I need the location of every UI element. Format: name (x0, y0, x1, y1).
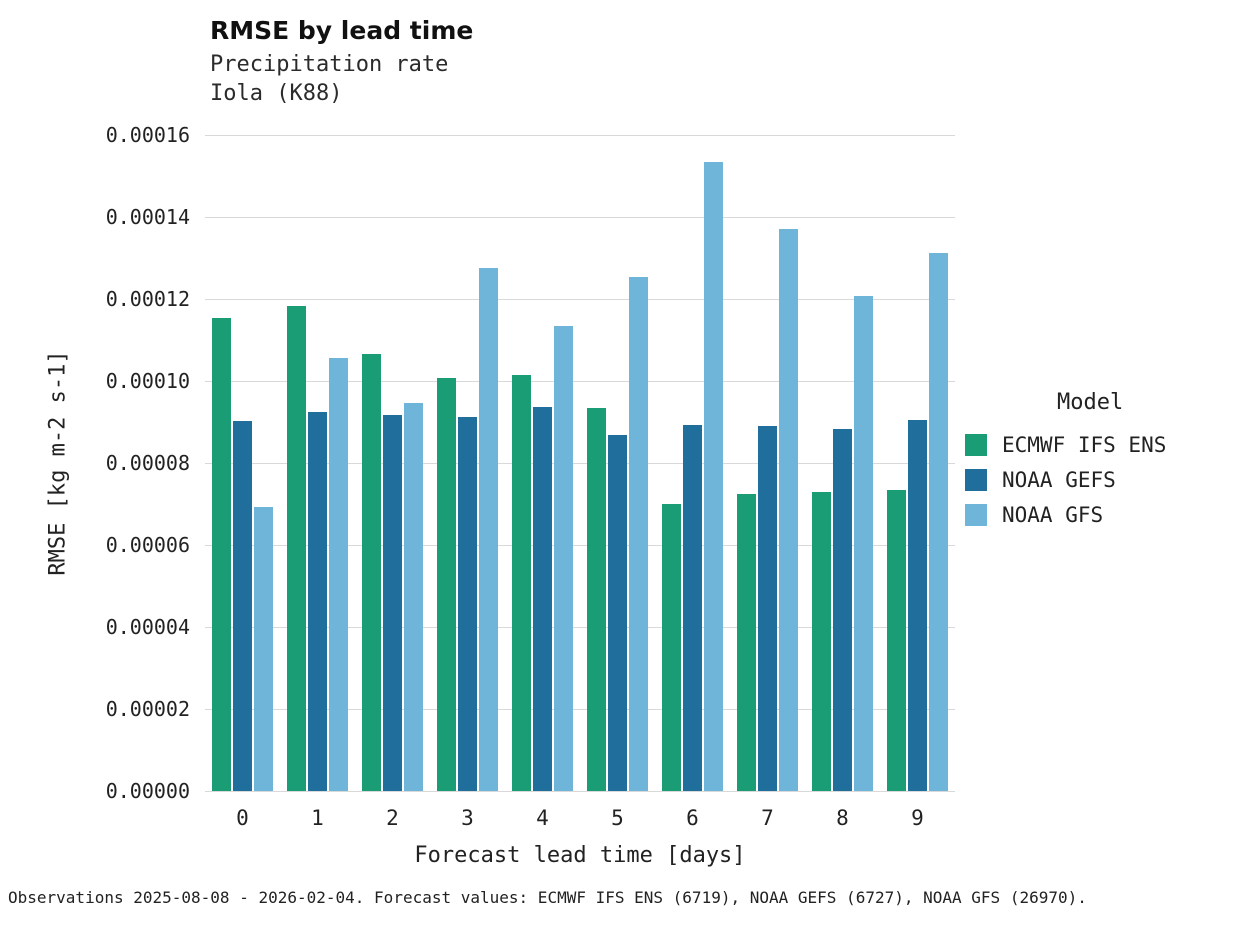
y-tick-label: 0.00008 (105, 451, 190, 475)
bar-noaa-gefs (683, 424, 702, 791)
bar-ecmwf-ifs-ens (512, 374, 531, 791)
plot-area (205, 134, 955, 792)
bar-group-lead-4 (505, 135, 580, 791)
bar-ecmwf-ifs-ens (812, 491, 831, 791)
bar-noaa-gfs (929, 252, 948, 791)
y-tick-label: 0.00014 (105, 205, 190, 229)
bar-ecmwf-ifs-ens (287, 306, 306, 791)
bar-ecmwf-ifs-ens (587, 407, 606, 791)
gridline (205, 134, 955, 136)
bar-noaa-gfs (779, 229, 798, 791)
y-tick-label: 0.00012 (105, 287, 190, 311)
gridline (205, 626, 955, 628)
bar-noaa-gfs (479, 268, 498, 791)
x-tick-label: 0 (236, 806, 249, 830)
legend-item-noaa-gfs: NOAA GFS (965, 497, 1166, 532)
x-tick-label: 6 (686, 806, 699, 830)
bar-group-lead-0 (205, 135, 280, 791)
gridline (205, 544, 955, 546)
gridline (205, 708, 955, 710)
y-tick-label: 0.00000 (105, 779, 190, 803)
bar-noaa-gefs (608, 435, 627, 791)
bar-group-lead-6 (655, 135, 730, 791)
bar-ecmwf-ifs-ens (212, 317, 231, 791)
y-tick-label: 0.00002 (105, 697, 190, 721)
y-tick-label: 0.00004 (105, 615, 190, 639)
gridline (205, 790, 955, 792)
bar-noaa-gfs (854, 295, 873, 791)
bar-noaa-gefs (383, 414, 402, 791)
bar-group-lead-8 (805, 135, 880, 791)
bar-noaa-gfs (329, 357, 348, 791)
x-tick-label: 2 (386, 806, 399, 830)
x-tick-label: 1 (311, 806, 324, 830)
legend-label: ECMWF IFS ENS (1002, 432, 1167, 457)
bar-noaa-gefs (458, 417, 477, 791)
bar-noaa-gfs (629, 277, 648, 791)
bar-ecmwf-ifs-ens (437, 378, 456, 791)
legend-title: Model (1057, 390, 1124, 415)
y-tick-label: 0.00006 (105, 533, 190, 557)
x-axis-label: Forecast lead time [days] (414, 843, 746, 868)
chart-subtitle-station: Iola (K88) (210, 81, 343, 106)
bar-group-lead-7 (730, 135, 805, 791)
bar-ecmwf-ifs-ens (737, 493, 756, 791)
footer-note: Observations 2025-08-08 - 2026-02-04. Fo… (8, 888, 1087, 907)
gridline (205, 298, 955, 300)
y-tick-label: 0.00016 (105, 123, 190, 147)
legend-item-noaa-gefs: NOAA GEFS (965, 462, 1166, 497)
bar-ecmwf-ifs-ens (662, 504, 681, 791)
bar-noaa-gfs (554, 325, 573, 791)
legend-swatch-icon (965, 433, 987, 456)
bar-ecmwf-ifs-ens (887, 489, 906, 791)
bar-group-lead-9 (880, 135, 955, 791)
bar-noaa-gefs (758, 426, 777, 791)
legend: Model ECMWF IFS ENS NOAA GEFS NOAA GFS (965, 390, 1166, 532)
bar-noaa-gefs (233, 420, 252, 791)
legend-label: NOAA GEFS (1002, 467, 1116, 492)
gridline (205, 380, 955, 382)
legend-swatch-icon (965, 503, 987, 526)
bar-noaa-gfs (254, 506, 273, 791)
x-tick-label: 8 (836, 806, 849, 830)
bar-noaa-gfs (704, 162, 723, 791)
bar-group-lead-3 (430, 135, 505, 791)
legend-swatch-icon (965, 468, 987, 491)
bar-noaa-gefs (533, 406, 552, 791)
gridline (205, 462, 955, 464)
legend-item-ecmwf-ifs-ens: ECMWF IFS ENS (965, 427, 1166, 462)
chart-subtitle-variable: Precipitation rate (210, 52, 449, 77)
x-tick-label: 7 (761, 806, 774, 830)
x-tick-label: 5 (611, 806, 624, 830)
bar-noaa-gfs (404, 402, 423, 791)
chart-title: RMSE by lead time (210, 16, 474, 45)
bar-noaa-gefs (308, 411, 327, 791)
bar-group-lead-2 (355, 135, 430, 791)
bar-ecmwf-ifs-ens (362, 354, 381, 791)
gridline (205, 216, 955, 218)
bar-group-lead-1 (280, 135, 355, 791)
bar-noaa-gefs (833, 429, 852, 791)
x-tick-label: 3 (461, 806, 474, 830)
x-tick-label: 4 (536, 806, 549, 830)
bar-group-lead-5 (580, 135, 655, 791)
bar-noaa-gefs (908, 420, 927, 791)
legend-label: NOAA GFS (1002, 502, 1104, 527)
x-tick-label: 9 (911, 806, 924, 830)
y-tick-label: 0.00010 (105, 369, 190, 393)
